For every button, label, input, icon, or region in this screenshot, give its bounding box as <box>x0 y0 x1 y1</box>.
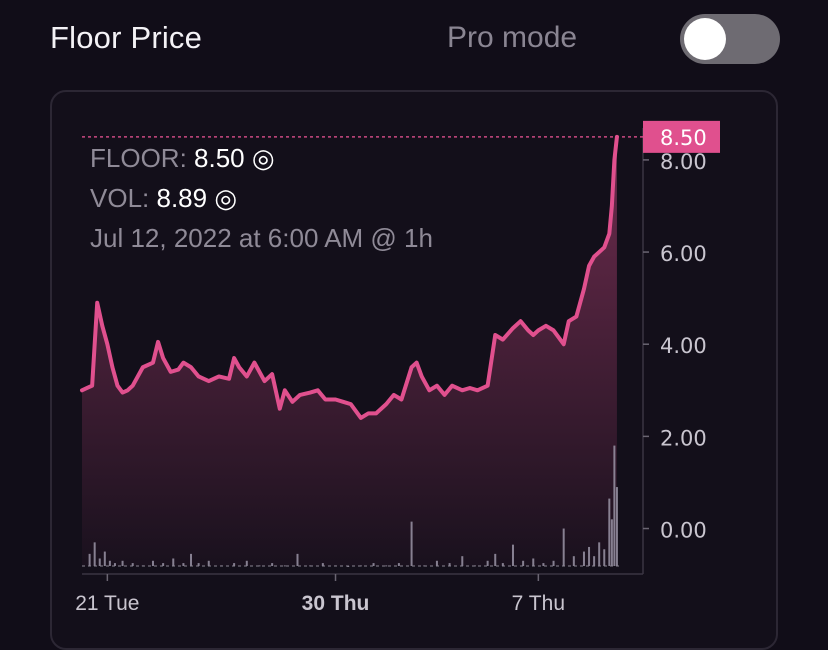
y-tick-label: 0.00 <box>660 519 707 543</box>
vol-label: VOL: <box>90 183 150 213</box>
volume-bar <box>113 563 116 566</box>
volume-bar <box>615 487 618 566</box>
volume-bar <box>258 565 261 567</box>
volume-bar <box>435 560 438 566</box>
volume-bar <box>448 563 451 566</box>
volume-bar <box>588 546 591 566</box>
current-price-tag <box>643 120 720 153</box>
volume-bar <box>385 565 388 567</box>
volume-bar <box>233 563 236 566</box>
volume-bar <box>572 556 575 566</box>
sol-currency-icon: ◎ <box>251 143 275 173</box>
volume-bar <box>103 551 106 566</box>
volume-bar <box>593 556 596 566</box>
volume-bar <box>245 560 248 566</box>
volume-bar <box>321 563 324 566</box>
y-tick-label: 2.00 <box>660 426 707 450</box>
volume-bar <box>131 563 134 566</box>
floor-price-chart[interactable]: 0.00 2.00 4.00 6.00 8.00 21 Tue 30 Thu 7 Thu 8.5… <box>0 0 828 618</box>
pro-mode-toggle[interactable] <box>680 14 780 64</box>
volume-bar <box>121 560 124 566</box>
page-title: Floor Price <box>50 20 203 55</box>
current-price-label: 8.50 <box>660 126 707 150</box>
volume-bar <box>522 560 525 566</box>
x-tick-label: 21 Tue <box>75 592 139 615</box>
toggle-knob[interactable] <box>684 18 726 60</box>
volume-bar <box>613 445 616 566</box>
pro-mode-label: Pro mode <box>447 21 578 54</box>
volume-bar <box>610 519 613 566</box>
volume-bar <box>207 560 210 566</box>
volume-bar <box>598 542 601 566</box>
floor-value: 8.50 <box>194 143 245 173</box>
volume-bar <box>494 553 497 566</box>
volume-bar <box>486 560 489 566</box>
volume-bar <box>372 563 375 566</box>
volume-bar <box>410 521 413 566</box>
volume-bar <box>511 544 514 566</box>
volume-bar <box>88 553 91 566</box>
volume-bar <box>197 563 200 566</box>
y-tick-label: 6.00 <box>660 242 707 266</box>
volume-bar <box>608 498 611 566</box>
volume-bar <box>93 542 96 566</box>
tooltip-timestamp: Jul 12, 2022 at 6:00 AM @ 1h <box>90 223 433 253</box>
volume-bar <box>532 558 535 566</box>
volume-bar <box>603 549 606 566</box>
price-line <box>80 134 619 420</box>
vol-value: 8.89 <box>156 183 208 213</box>
volume-bar <box>271 563 274 566</box>
volume-bar <box>98 558 101 566</box>
volume-bar <box>151 560 154 566</box>
volume-bar <box>108 560 111 566</box>
volume-bar <box>283 565 286 567</box>
volume-bar <box>172 558 175 566</box>
volume-bar <box>461 556 464 566</box>
y-tick-label: 8.00 <box>660 150 707 174</box>
volume-bar <box>552 560 555 566</box>
volume-bar <box>182 563 185 566</box>
x-tick-label: 7 Thu <box>512 592 565 615</box>
x-tick-label: 30 Thu <box>302 592 370 615</box>
volume-bar <box>397 563 400 566</box>
price-tooltip: FLOOR: 8.50 ◎ VOL: 8.89 ◎ Jul 12, 2022 a… <box>90 138 433 258</box>
y-tick-label: 4.00 <box>660 334 707 358</box>
volume-bar <box>501 563 504 566</box>
volume-bar <box>296 553 299 566</box>
volume-bar <box>162 563 165 566</box>
volume-bar <box>562 528 565 566</box>
volume-bar <box>190 553 193 566</box>
floor-label: FLOOR: <box>90 143 187 173</box>
price-area <box>82 136 617 567</box>
sol-currency-icon: ◎ <box>214 183 238 213</box>
volume-bar <box>542 563 545 566</box>
volume-bar <box>582 551 585 566</box>
